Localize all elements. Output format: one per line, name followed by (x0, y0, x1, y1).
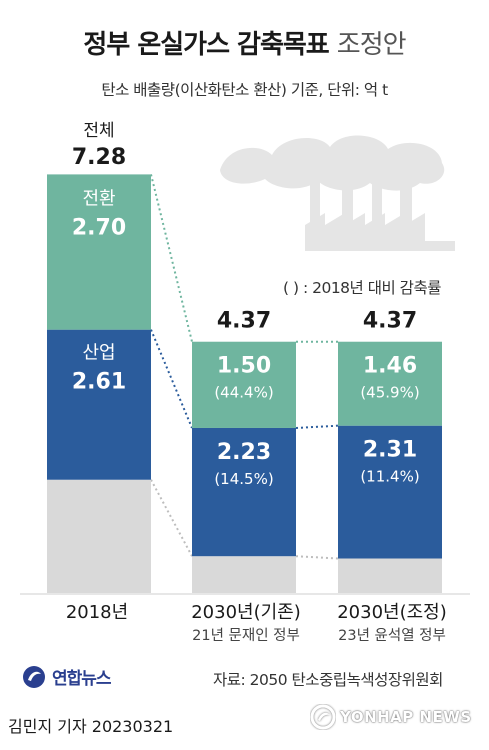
bar-segment (47, 174, 151, 330)
x-tick-sublabel: 21년 문재인 정부 (192, 627, 300, 644)
series-name: 산업 (82, 343, 115, 364)
total-label: 전체 (83, 121, 114, 141)
x-tick-label: 2030년(기존) (191, 602, 301, 623)
bar-segment (192, 341, 296, 428)
title-main: 정부 온실가스 감축목표 (83, 30, 329, 60)
total-value: 4.37 (217, 309, 271, 334)
data-label: 2.70 (72, 215, 126, 240)
x-tick-sublabel: 23년 윤석열 정부 (338, 627, 446, 644)
data-label: 1.50 (217, 354, 271, 379)
data-label: 2.61 (72, 370, 126, 395)
connector-line (150, 174, 193, 342)
footer-bar (0, 703, 489, 750)
connector-line (295, 555, 339, 560)
logo-name: 연합뉴스 (52, 669, 112, 689)
total-value: 7.28 (72, 145, 126, 170)
title-sub: 조정안 (336, 30, 407, 60)
factory-icon (220, 135, 455, 251)
yonhap-watermark-icon (310, 704, 336, 730)
connector-line (150, 329, 193, 429)
connector-line (150, 479, 193, 557)
x-tick-label: 2018년 (66, 602, 128, 623)
chart-subtitle: 탄소 배출량(이산화탄소 환산) 기준, 단위: 억 t (101, 81, 388, 99)
data-label: 1.46 (363, 354, 417, 379)
reduction-rate-note: ( ) : 2018년 대비 감축률 (283, 279, 441, 297)
chart-title: 정부 온실가스 감축목표 조정안 (0, 24, 489, 61)
bar-segment (338, 425, 442, 559)
bar-segment (192, 427, 296, 557)
data-label: 2.23 (217, 440, 271, 465)
reduction-rate-label: (11.4%) (360, 468, 419, 486)
reporter-credit: 김민지 기자 20230321 (8, 717, 174, 736)
bar-segment (192, 556, 296, 593)
reduction-rate-label: (14.5%) (214, 470, 273, 488)
bar-segment (338, 341, 442, 426)
yonhap-logo-icon (23, 665, 45, 688)
reduction-rate-label: (45.9%) (360, 384, 419, 402)
bar-segment (47, 329, 151, 480)
watermark-text: YONHAP NEWS (340, 708, 472, 726)
series-name: 전환 (82, 188, 115, 209)
stacked-bar-chart: 전체 7.28 전환 2.70 산업 2.61 4.37 1.50 (44.4%) 2.23 (14… (20, 121, 470, 644)
total-value: 4.37 (363, 309, 417, 334)
x-tick-label: 2030년(조정) (337, 602, 447, 623)
watermark: YONHAP NEWS (310, 704, 472, 730)
yonhap-logo: 연합뉴스 (22, 664, 112, 689)
reduction-rate-label: (44.4%) (214, 384, 273, 402)
connector-line (295, 424, 339, 429)
data-label: 2.31 (363, 438, 417, 463)
source-text: 자료: 2050 탄소중립녹색성장위원회 (213, 671, 443, 689)
bar-segment (338, 558, 442, 593)
bar-segment (47, 479, 151, 593)
